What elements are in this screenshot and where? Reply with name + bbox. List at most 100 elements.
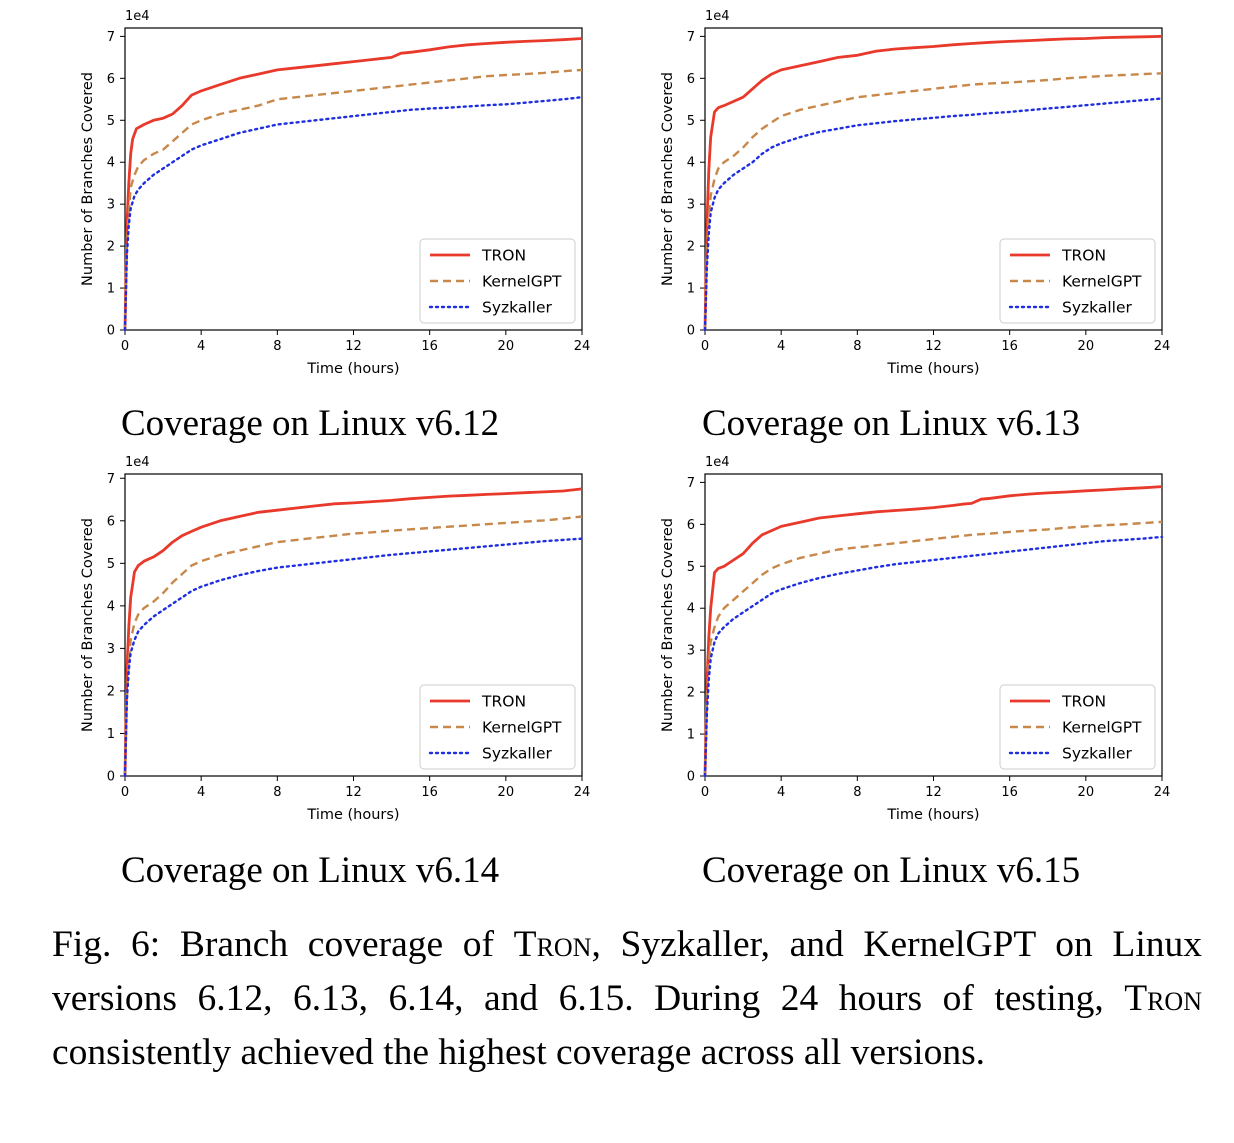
legend-label: KernelGPT bbox=[1062, 273, 1142, 291]
y-tick-label: 4 bbox=[107, 599, 115, 614]
legend-label: TRON bbox=[481, 693, 526, 711]
y-tick-label: 5 bbox=[687, 114, 695, 129]
legend-label: Syzkaller bbox=[482, 745, 552, 763]
y-tick-label: 6 bbox=[687, 518, 695, 533]
legend-label: TRON bbox=[1061, 693, 1106, 711]
legend-label: KernelGPT bbox=[1062, 719, 1142, 737]
series-line-tron bbox=[703, 35, 1163, 331]
y-tick-label: 2 bbox=[107, 684, 115, 699]
y-tick-label: 4 bbox=[687, 602, 695, 617]
y-axis-label: Number of Branches Covered bbox=[80, 72, 96, 286]
x-tick-label: 16 bbox=[1001, 785, 1018, 800]
legend-box bbox=[419, 238, 576, 324]
legend-label: Syzkaller bbox=[1062, 299, 1132, 317]
series-line-kernelgpt bbox=[123, 68, 583, 331]
x-tick-label: 4 bbox=[197, 339, 205, 354]
y-tick-label: 2 bbox=[107, 240, 115, 255]
y-axis-label: Number of Branches Covered bbox=[660, 72, 676, 286]
legend-label: KernelGPT bbox=[482, 719, 562, 737]
figure-caption: Fig. 6: Branch coverage of Tron, Syzkall… bbox=[52, 918, 1202, 1080]
y-tick-label: 7 bbox=[107, 472, 115, 487]
y-tick-label: 5 bbox=[107, 557, 115, 572]
x-tick-label: 0 bbox=[121, 339, 129, 354]
series-line-kernelgpt bbox=[703, 520, 1163, 777]
legend-label: TRON bbox=[481, 247, 526, 265]
x-tick-label: 16 bbox=[1001, 339, 1018, 354]
x-tick-label: 16 bbox=[421, 785, 438, 800]
y-multiplier: 1e4 bbox=[125, 9, 150, 24]
y-axis-label: Number of Branches Covered bbox=[80, 518, 96, 732]
x-tick-label: 4 bbox=[197, 785, 205, 800]
subcaption-v615: Coverage on Linux v6.15 bbox=[702, 850, 1081, 891]
caption-tron: Tron bbox=[513, 924, 592, 965]
x-tick-label: 0 bbox=[121, 785, 129, 800]
x-tick-label: 24 bbox=[574, 339, 591, 354]
y-tick-label: 4 bbox=[687, 156, 695, 171]
y-tick-label: 0 bbox=[107, 324, 115, 339]
chart-panel-v614: 0 4 8 12 16 20 24 0 1 2 3 4 5 6 7 1e4 Time (hours) Number… bbox=[70, 446, 610, 836]
y-tick-label: 6 bbox=[107, 514, 115, 529]
y-multiplier: 1e4 bbox=[705, 455, 730, 470]
y-tick-label: 0 bbox=[687, 324, 695, 339]
x-tick-label: 20 bbox=[1078, 785, 1095, 800]
x-tick-label: 20 bbox=[498, 785, 515, 800]
caption-prefix: Fig. 6: Branch coverage of bbox=[52, 924, 514, 965]
x-tick-label: 8 bbox=[853, 785, 861, 800]
x-tick-label: 24 bbox=[1154, 785, 1171, 800]
legend-box bbox=[999, 684, 1156, 770]
legend-label: KernelGPT bbox=[482, 273, 562, 291]
subcaption-v614: Coverage on Linux v6.14 bbox=[121, 850, 500, 891]
chart-panel-v615: 0 4 8 12 16 20 24 0 1 2 3 4 5 6 7 1e4 Time (hours) Number… bbox=[650, 446, 1190, 836]
x-tick-label: 12 bbox=[345, 785, 362, 800]
caption-tron: Tron bbox=[1124, 978, 1202, 1019]
y-tick-label: 2 bbox=[687, 686, 695, 701]
y-tick-label: 4 bbox=[107, 156, 115, 171]
x-tick-label: 20 bbox=[498, 339, 515, 354]
y-tick-label: 0 bbox=[687, 770, 695, 785]
y-tick-label: 1 bbox=[107, 727, 115, 742]
x-axis-label: Time (hours) bbox=[886, 361, 979, 377]
x-tick-label: 16 bbox=[421, 339, 438, 354]
y-tick-label: 6 bbox=[687, 72, 695, 87]
x-tick-label: 12 bbox=[345, 339, 362, 354]
legend-label: Syzkaller bbox=[1062, 745, 1132, 763]
series-line-syzkaller bbox=[703, 535, 1164, 778]
x-tick-label: 20 bbox=[1078, 339, 1095, 354]
x-tick-label: 8 bbox=[853, 339, 861, 354]
y-tick-label: 6 bbox=[107, 72, 115, 87]
chart-panel-v612: 0 4 8 12 16 20 24 0 1 2 3 4 5 6 7 1e4 Time (hours) Number… bbox=[70, 0, 610, 390]
y-tick-label: 7 bbox=[687, 476, 695, 491]
y-tick-label: 3 bbox=[687, 198, 695, 213]
x-tick-label: 0 bbox=[701, 785, 709, 800]
x-axis-label: Time (hours) bbox=[886, 807, 979, 823]
x-axis-label: Time (hours) bbox=[306, 361, 399, 377]
y-axis-label: Number of Branches Covered bbox=[660, 518, 676, 732]
y-tick-label: 1 bbox=[687, 728, 695, 743]
series-line-syzkaller bbox=[123, 95, 584, 332]
x-tick-label: 0 bbox=[701, 339, 709, 354]
y-tick-label: 0 bbox=[107, 770, 115, 785]
y-tick-label: 2 bbox=[687, 240, 695, 255]
caption-suffix: consistently achieved the highest covera… bbox=[52, 1032, 986, 1073]
x-tick-label: 12 bbox=[925, 785, 942, 800]
x-tick-label: 24 bbox=[1154, 339, 1171, 354]
y-multiplier: 1e4 bbox=[125, 455, 150, 470]
legend-box bbox=[999, 238, 1156, 324]
y-tick-label: 7 bbox=[107, 30, 115, 45]
x-tick-label: 8 bbox=[273, 339, 281, 354]
x-axis-label: Time (hours) bbox=[306, 807, 399, 823]
y-tick-label: 5 bbox=[687, 560, 695, 575]
y-tick-label: 1 bbox=[687, 282, 695, 297]
series-line-tron bbox=[123, 37, 583, 331]
subcaption-v612: Coverage on Linux v6.12 bbox=[121, 403, 500, 444]
legend-label: TRON bbox=[1061, 247, 1106, 265]
y-tick-label: 3 bbox=[107, 642, 115, 657]
y-tick-label: 7 bbox=[687, 30, 695, 45]
x-tick-label: 12 bbox=[925, 339, 942, 354]
y-multiplier: 1e4 bbox=[705, 9, 730, 24]
legend-label: Syzkaller bbox=[482, 299, 552, 317]
